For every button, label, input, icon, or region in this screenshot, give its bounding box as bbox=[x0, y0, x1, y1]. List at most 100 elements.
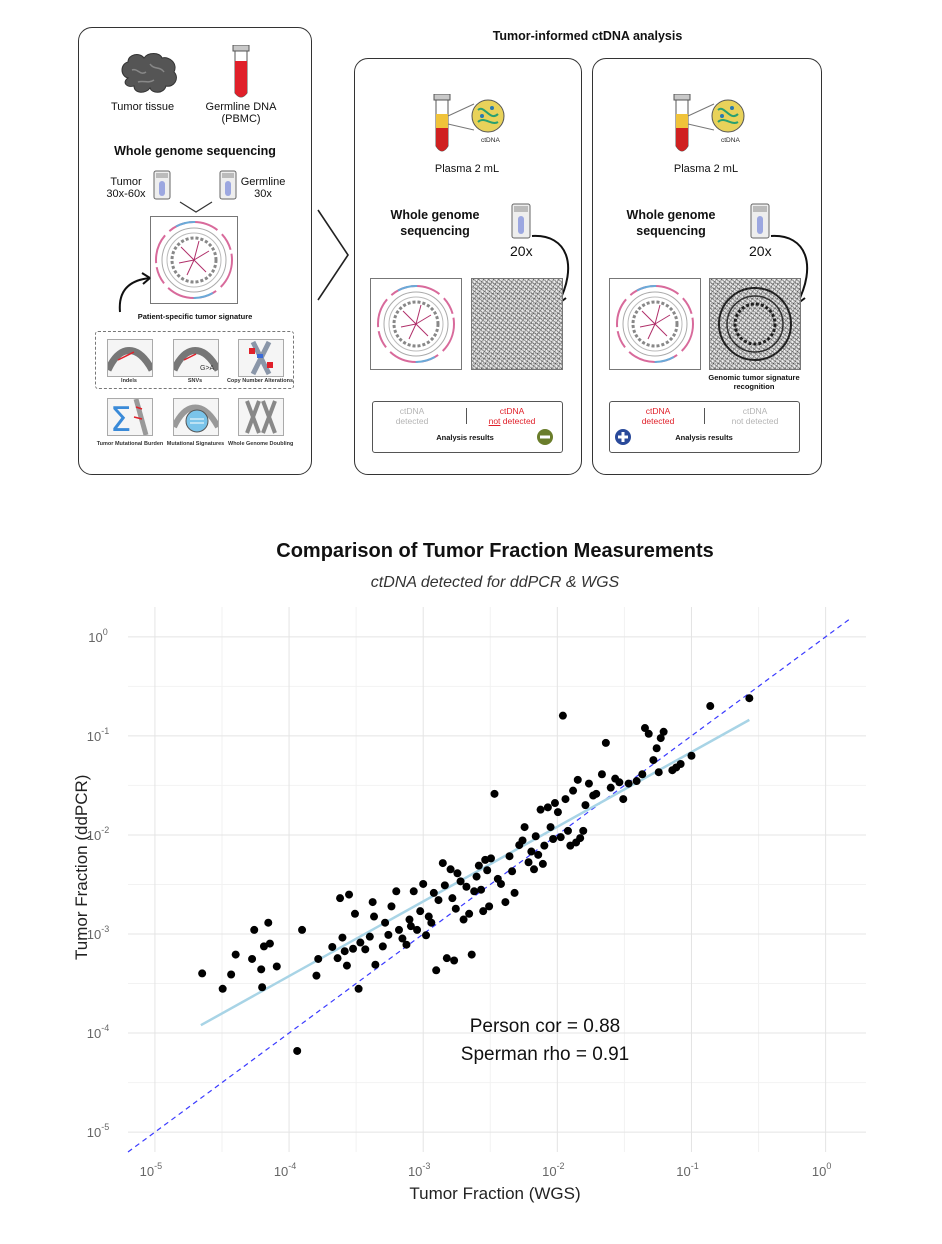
data-point bbox=[387, 902, 396, 911]
data-point bbox=[579, 826, 588, 835]
data-point bbox=[250, 925, 259, 934]
signature-rings bbox=[718, 287, 792, 361]
data-point bbox=[405, 915, 414, 924]
data-point bbox=[576, 834, 585, 843]
data-point bbox=[527, 847, 536, 856]
data-point bbox=[563, 826, 572, 835]
result-detected-line-2: detected bbox=[641, 416, 675, 426]
data-point bbox=[479, 907, 488, 916]
data-point bbox=[465, 909, 474, 918]
result-detected-line-1: ctDNA bbox=[399, 406, 425, 416]
data-point bbox=[442, 954, 451, 963]
sequencer-icon bbox=[219, 170, 237, 200]
data-point bbox=[656, 734, 665, 743]
data-point bbox=[448, 894, 457, 903]
data-point bbox=[342, 961, 351, 970]
data-point bbox=[402, 940, 411, 949]
sequencing-signal-image bbox=[709, 278, 801, 370]
recognition-line-1: Genomic tumor signature bbox=[708, 373, 800, 382]
copy-number-icon bbox=[238, 339, 284, 377]
data-point bbox=[424, 912, 433, 921]
data-point bbox=[451, 904, 460, 913]
data-point bbox=[524, 858, 533, 867]
analysis-results-label: Analysis results bbox=[436, 433, 494, 442]
identity-line bbox=[127, 618, 850, 1153]
data-point bbox=[474, 861, 483, 870]
data-point bbox=[550, 799, 559, 808]
x-tick-label: 10-1 bbox=[676, 1161, 698, 1179]
data-point bbox=[652, 744, 661, 753]
results-divider bbox=[704, 408, 705, 424]
data-point bbox=[338, 933, 347, 942]
germline-depth-line-1: Germline bbox=[240, 176, 286, 188]
signature-label: Patient-specific tumor signature bbox=[137, 312, 253, 321]
plasma-label: Plasma 2 mL bbox=[434, 163, 500, 175]
analysis-results-box bbox=[372, 401, 563, 453]
flow-chevron-icon bbox=[317, 209, 349, 301]
circos-plot bbox=[609, 278, 701, 370]
wgs-heading: Whole genome sequencing bbox=[114, 144, 276, 158]
data-point bbox=[264, 918, 273, 927]
wgs-line-2: sequencing bbox=[400, 224, 470, 238]
result-not-detected-line-1: ctDNA bbox=[742, 406, 768, 416]
fit-line bbox=[200, 718, 750, 1027]
data-point bbox=[510, 888, 519, 897]
feature-label-indels: Indels bbox=[121, 378, 137, 384]
sequencer-icon bbox=[153, 170, 171, 200]
data-point bbox=[356, 938, 365, 947]
feature-label-mutsig: Mutational Signatures bbox=[166, 441, 225, 447]
data-point bbox=[312, 971, 321, 980]
snvs-icon: G>A bbox=[173, 339, 219, 377]
data-point bbox=[384, 930, 393, 939]
result-not-detected-line-2: not detected bbox=[482, 416, 542, 426]
spearman-annotation: Sperman rho = 0.91 bbox=[460, 1044, 630, 1065]
data-point bbox=[470, 887, 479, 896]
data-point bbox=[328, 942, 337, 951]
data-point bbox=[370, 912, 379, 921]
germline-sub-text: (PBMC) bbox=[221, 113, 261, 125]
data-point bbox=[486, 854, 495, 863]
result-not-detected-line-2: not detected bbox=[731, 416, 779, 426]
data-point bbox=[298, 925, 307, 934]
data-point bbox=[485, 902, 494, 911]
ctdna-badge: ctDNA bbox=[481, 137, 500, 144]
data-point bbox=[419, 879, 428, 888]
data-point bbox=[349, 944, 358, 953]
data-point bbox=[654, 768, 663, 777]
result-detected-line-2: detected bbox=[395, 416, 429, 426]
data-point bbox=[198, 969, 207, 978]
y-tick-label: 10-1 bbox=[87, 726, 109, 744]
results-divider bbox=[466, 408, 467, 424]
data-point bbox=[371, 960, 380, 969]
data-point bbox=[561, 795, 570, 804]
data-point bbox=[601, 738, 610, 747]
data-point bbox=[293, 1046, 302, 1055]
tumor-depth-label: Tumor 30x-60x bbox=[100, 176, 152, 200]
wgs-line-2: sequencing bbox=[636, 224, 706, 238]
data-point bbox=[687, 751, 696, 760]
data-point bbox=[632, 777, 641, 786]
data-point bbox=[365, 932, 374, 941]
mutational-signatures-icon bbox=[173, 398, 219, 436]
curved-arrow-icon bbox=[118, 272, 151, 313]
data-point bbox=[392, 887, 401, 896]
data-point bbox=[378, 942, 387, 951]
plus-circle-icon bbox=[615, 429, 631, 445]
germline-dna-text: Germline DNA bbox=[205, 101, 277, 113]
data-point bbox=[483, 866, 492, 875]
data-point bbox=[462, 882, 471, 891]
tmb-icon: Σ bbox=[107, 398, 153, 436]
data-point bbox=[333, 954, 342, 963]
plasma-tube-icon: ctDNA bbox=[673, 94, 745, 152]
data-point bbox=[619, 795, 628, 804]
feature-group bbox=[95, 331, 294, 389]
data-point bbox=[467, 950, 476, 959]
data-point bbox=[553, 808, 562, 817]
data-point bbox=[422, 931, 431, 940]
result-not-detected: ctDNA not detected bbox=[720, 406, 790, 426]
result-not-detected-line-1: ctDNA bbox=[499, 406, 525, 416]
data-point bbox=[543, 803, 552, 812]
sequencer-icon bbox=[511, 203, 531, 239]
data-point bbox=[538, 859, 547, 868]
blood-tube-icon bbox=[232, 45, 250, 98]
